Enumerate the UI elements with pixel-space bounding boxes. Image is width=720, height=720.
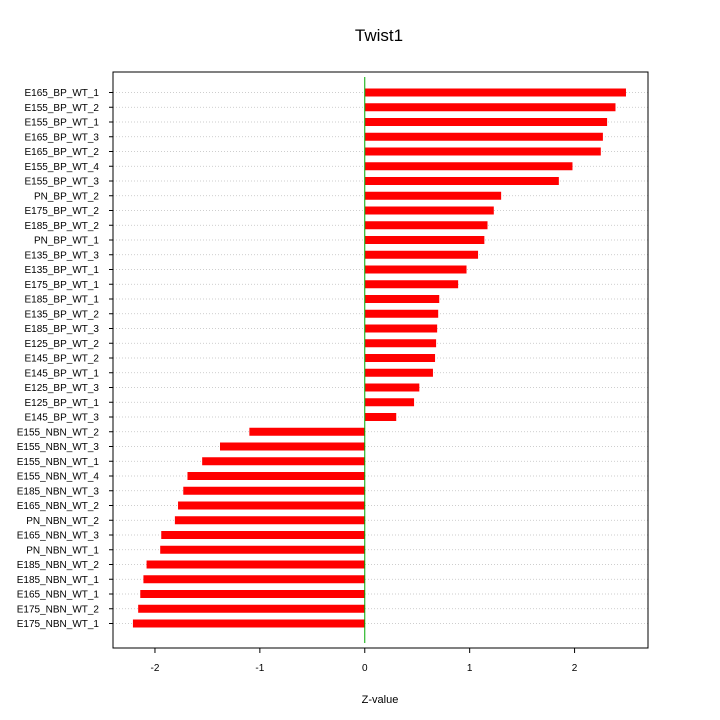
x-axis-label: Z-value — [362, 694, 399, 706]
bar — [161, 531, 365, 539]
x-tick-label: 0 — [362, 663, 368, 674]
bar — [364, 354, 436, 362]
bar — [146, 560, 365, 569]
y-tick-label: E165_NBN_WT_2 — [17, 501, 100, 512]
plot-frame — [112, 71, 649, 649]
y-tick-labels: E165_BP_WT_1 E155_BP_WT_2 E155_BP_WT_1 E165… — [17, 88, 113, 630]
y-tick-label: E135_BP_WT_1 — [25, 265, 100, 276]
y-tick-label: E165_NBN_WT_3 — [17, 531, 100, 542]
bar — [364, 118, 608, 126]
y-tick-label: E155_NBN_WT_4 — [17, 472, 100, 483]
y-tick-label: E185_BP_WT_2 — [25, 221, 100, 232]
bar — [364, 383, 420, 392]
y-tick-label: E135_BP_WT_2 — [25, 309, 100, 320]
bar — [138, 604, 365, 613]
y-tick-label: PN_BP_WT_1 — [34, 236, 99, 247]
x-tick-label: -2 — [151, 663, 160, 674]
bar — [364, 339, 437, 348]
bar — [364, 309, 439, 318]
y-tick-label: E155_NBN_WT_2 — [17, 427, 100, 438]
y-tick-label: E185_BP_WT_1 — [25, 295, 100, 306]
bar — [160, 545, 365, 554]
y-tick-label: E175_NBN_WT_2 — [17, 604, 100, 615]
bar — [183, 486, 365, 495]
bar — [364, 368, 433, 377]
x-tick-label: -1 — [255, 663, 264, 674]
bar — [178, 501, 365, 510]
y-tick-label: E135_BP_WT_3 — [25, 250, 100, 261]
y-tick-label: E145_BP_WT_3 — [25, 413, 100, 424]
bar — [364, 280, 459, 289]
bar — [364, 295, 440, 303]
y-tick-label: E185_BP_WT_3 — [25, 324, 100, 335]
bar — [364, 88, 626, 97]
y-tick-label: PN_NBN_WT_2 — [26, 516, 99, 527]
y-tick-label: E185_NBN_WT_2 — [17, 560, 100, 571]
bar — [364, 265, 467, 274]
bar — [364, 147, 601, 156]
bar — [220, 442, 365, 451]
y-tick-label: E155_BP_WT_1 — [25, 118, 100, 129]
y-tick-label: E125_BP_WT_1 — [25, 398, 100, 409]
y-tick-label: E155_BP_WT_4 — [25, 162, 100, 173]
bar — [174, 516, 365, 525]
y-tick-label: E165_NBN_WT_1 — [17, 590, 100, 601]
bar — [364, 206, 494, 215]
y-tick-label: E175_BP_WT_1 — [25, 280, 100, 291]
y-tick-label: E165_BP_WT_1 — [25, 88, 100, 99]
bar — [140, 590, 365, 598]
bar — [187, 472, 365, 480]
bar — [364, 103, 616, 112]
y-tick-label: E165_BP_WT_3 — [25, 132, 100, 143]
y-tick-label: PN_BP_WT_2 — [34, 191, 99, 202]
bar — [364, 221, 488, 230]
bar — [202, 457, 365, 466]
bar — [364, 236, 485, 244]
y-tick-label: E185_NBN_WT_1 — [17, 575, 100, 586]
bar — [364, 162, 573, 171]
y-tick-label: PN_NBN_WT_1 — [26, 545, 99, 556]
y-tick-label: E125_BP_WT_2 — [25, 339, 100, 350]
bar — [364, 398, 415, 407]
x-axis: -2 -1 0 1 2 — [151, 648, 578, 674]
bar — [364, 324, 438, 333]
bar — [364, 413, 397, 421]
bar — [143, 575, 365, 584]
y-tick-label: E155_NBN_WT_1 — [17, 457, 100, 468]
y-tick-label: E165_BP_WT_2 — [25, 147, 100, 158]
bar — [364, 177, 559, 185]
x-tick-label: 2 — [572, 663, 578, 674]
y-tick-label: E145_BP_WT_1 — [25, 368, 100, 379]
y-tick-label: E155_BP_WT_2 — [25, 103, 100, 114]
y-tick-label: E125_BP_WT_3 — [25, 383, 100, 394]
bar — [249, 427, 365, 436]
bar — [132, 619, 365, 628]
bars — [132, 88, 626, 628]
chart-title: Twist1 — [355, 26, 403, 45]
y-tick-label: E185_NBN_WT_3 — [17, 486, 100, 497]
y-tick-label: E175_BP_WT_2 — [25, 206, 100, 217]
y-tick-label: E145_BP_WT_2 — [25, 354, 100, 365]
bar — [364, 132, 603, 141]
y-tick-label: E155_BP_WT_3 — [25, 177, 100, 188]
y-tick-label: E155_NBN_WT_3 — [17, 442, 100, 453]
bar — [364, 191, 502, 200]
x-tick-label: 1 — [467, 663, 473, 674]
y-tick-label: E175_NBN_WT_1 — [17, 619, 100, 630]
bar — [364, 250, 479, 259]
